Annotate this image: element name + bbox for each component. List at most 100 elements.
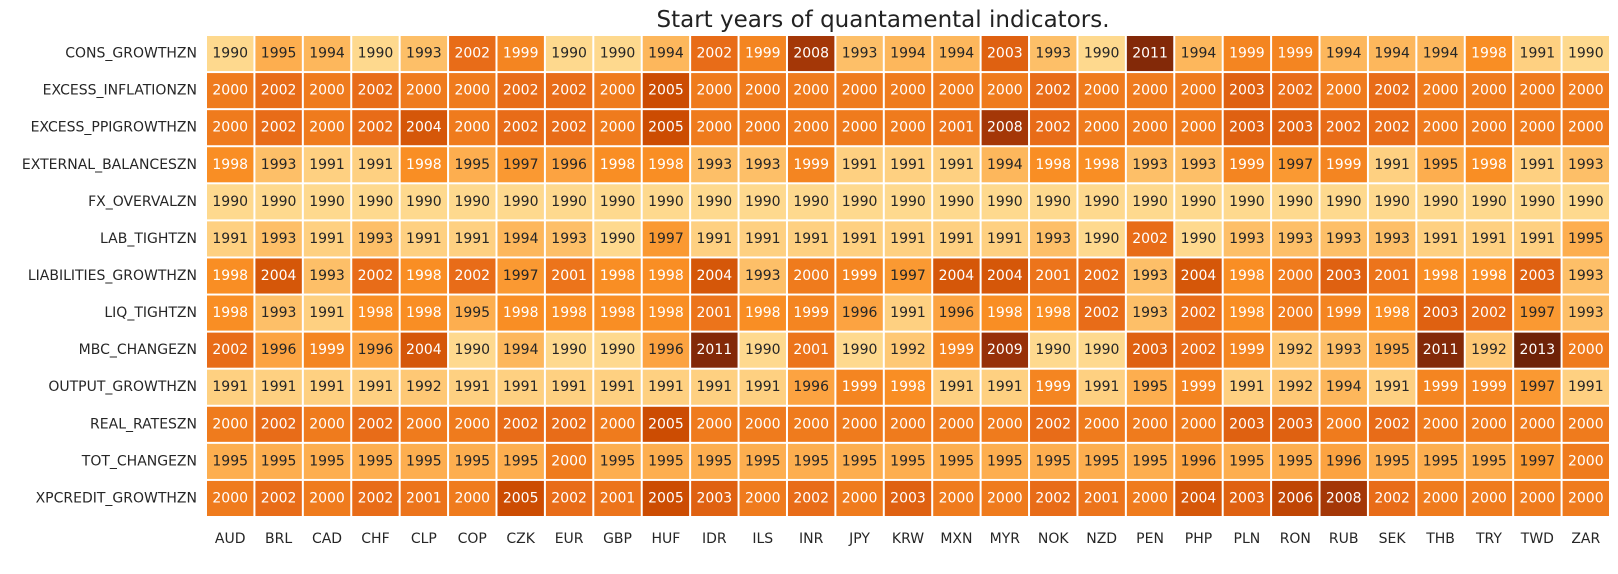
cell-value-label: 2006 <box>1277 490 1313 506</box>
cell-value-label: 1990 <box>454 194 490 210</box>
heatmap-cell <box>1030 295 1077 331</box>
heatmap-cell <box>255 443 302 479</box>
heatmap-cells: 1990 1995 1994 1990 1993 2002 1999 1990 1990 1994… <box>207 36 1609 516</box>
cell-value-label: 2002 <box>1035 83 1071 99</box>
heatmap-cell <box>642 73 690 109</box>
cell-value-label: 2000 <box>1277 268 1313 284</box>
cell-value-label: 1995 <box>697 453 733 469</box>
heatmap-cell <box>400 406 448 442</box>
heatmap-cell <box>545 406 593 442</box>
heatmap-cell <box>1272 369 1319 405</box>
cell-value-label: 1995 <box>939 453 975 469</box>
heatmap-cell <box>1272 110 1319 146</box>
cell-value-label: 1991 <box>1520 231 1556 247</box>
heatmap-cell <box>836 295 883 331</box>
heatmap-cell <box>1562 110 1609 146</box>
heatmap-cell <box>787 295 835 331</box>
cell-value-label: 1996 <box>793 379 829 395</box>
cell-value-label: 1998 <box>1423 268 1459 284</box>
cell-value-label: 2002 <box>1326 120 1362 136</box>
heatmap-cell <box>1465 258 1513 294</box>
heatmap-cell <box>1320 110 1367 146</box>
cell-value-label: 1998 <box>503 305 539 321</box>
heatmap-cell <box>207 184 254 220</box>
cell-value-label: 1990 <box>600 194 636 210</box>
heatmap-cell <box>1320 480 1367 516</box>
heatmap-cell <box>691 332 738 368</box>
heatmap-cell <box>1514 443 1561 479</box>
heatmap-cell <box>1562 295 1609 331</box>
cell-value-label: 1990 <box>309 194 345 210</box>
cell-value-label: 1993 <box>261 157 297 173</box>
heatmap-cell <box>1223 406 1271 442</box>
heatmap-cell <box>642 258 690 294</box>
heatmap-cell <box>497 258 544 294</box>
cell-value-label: 2000 <box>1084 120 1120 136</box>
cell-value-label: 1992 <box>1471 342 1507 358</box>
cell-value-label: 1998 <box>648 157 684 173</box>
cell-value-label: 1990 <box>600 231 636 247</box>
cell-value-label: 1994 <box>1326 379 1362 395</box>
cell-value-label: 2008 <box>793 46 829 62</box>
heatmap-cell <box>1368 147 1416 183</box>
heatmap-cell <box>255 406 302 442</box>
cell-value-label: 1995 <box>406 453 442 469</box>
heatmap-cell <box>255 73 302 109</box>
heatmap-cell <box>1417 443 1464 479</box>
heatmap-cell <box>1320 36 1367 72</box>
cell-value-label: 2003 <box>1229 83 1265 99</box>
heatmap-cell <box>1562 73 1609 109</box>
heatmap-cell <box>981 295 1029 331</box>
heatmap-cell <box>1030 221 1077 257</box>
heatmap-cell <box>1320 443 1367 479</box>
heatmap-cell <box>1078 332 1125 368</box>
heatmap-cell <box>352 332 399 368</box>
cell-value-label: 1991 <box>842 157 878 173</box>
heatmap-cell <box>1562 443 1609 479</box>
heatmap-cell <box>497 332 544 368</box>
cell-value-label: 1995 <box>503 453 539 469</box>
heatmap-cell <box>1417 406 1464 442</box>
heatmap-cell <box>400 369 448 405</box>
cell-value-label: 1996 <box>648 342 684 358</box>
heatmap-cell <box>449 221 496 257</box>
heatmap-cell <box>1078 147 1125 183</box>
heatmap-cell <box>691 110 738 146</box>
heatmap-cell <box>255 184 302 220</box>
cell-value-label: 1991 <box>309 231 345 247</box>
heatmap-cell <box>1417 36 1464 72</box>
cell-value-label: 1998 <box>406 305 442 321</box>
heatmap-cell <box>691 295 738 331</box>
heatmap-cell <box>449 184 496 220</box>
cell-value-label: 2002 <box>212 342 248 358</box>
cell-value-label: 1998 <box>1229 305 1265 321</box>
heatmap-cell <box>691 443 738 479</box>
cell-value-label: 1998 <box>890 379 926 395</box>
cell-value-label: 1993 <box>1568 305 1604 321</box>
cell-value-label: 1996 <box>261 342 297 358</box>
cell-value-label: 1998 <box>1035 305 1071 321</box>
cell-value-label: 2000 <box>1132 416 1168 432</box>
heatmap-cell <box>739 295 786 331</box>
heatmap-cell <box>1126 110 1174 146</box>
heatmap-cell <box>787 147 835 183</box>
heatmap-cell <box>1465 184 1513 220</box>
cell-value-label: 2001 <box>551 268 587 284</box>
cell-value-label: 1995 <box>648 453 684 469</box>
cell-value-label: 1997 <box>1520 453 1556 469</box>
heatmap-cell <box>1320 406 1367 442</box>
column-label: COP <box>458 531 487 547</box>
column-label: PHP <box>1185 531 1212 547</box>
heatmap-cell <box>303 110 351 146</box>
cell-value-label: 1998 <box>1471 268 1507 284</box>
cell-value-label: 2000 <box>987 490 1023 506</box>
cell-value-label: 2013 <box>1520 342 1556 358</box>
chart-title: Start years of quantamental indicators. <box>656 7 1109 33</box>
cell-value-label: 1998 <box>358 305 394 321</box>
heatmap-cell <box>1320 258 1367 294</box>
cell-value-label: 2011 <box>697 342 733 358</box>
cell-value-label: 1991 <box>697 231 733 247</box>
heatmap-cell <box>1368 221 1416 257</box>
column-label: GBP <box>603 531 632 547</box>
heatmap-cell <box>1320 332 1367 368</box>
